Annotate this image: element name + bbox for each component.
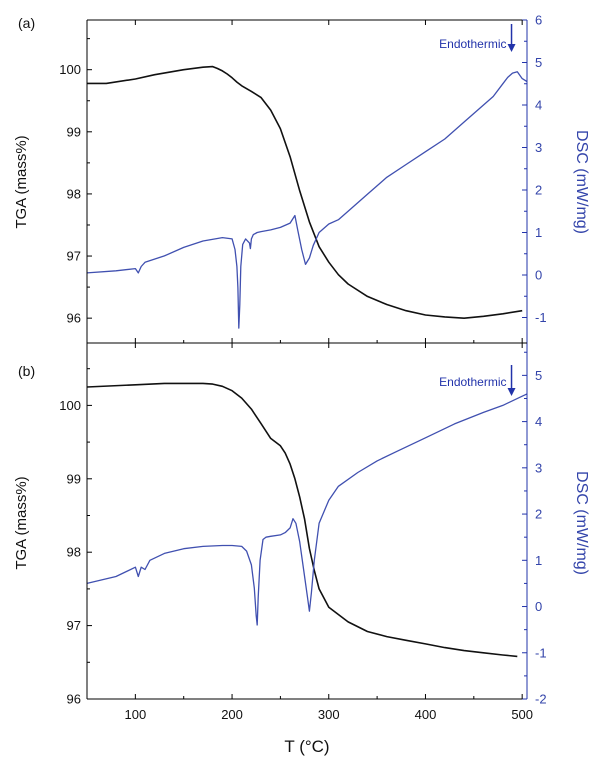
panel-a-ylabel-right: DSC (mW/mg) bbox=[573, 130, 590, 234]
panel-a-right-tick-label: -1 bbox=[535, 310, 547, 325]
panel-b-right-tick-label: 3 bbox=[535, 460, 542, 475]
panel-b-right-tick-label: -1 bbox=[535, 645, 547, 660]
x-tick-label: 500 bbox=[511, 707, 533, 722]
panel-b-right-tick-label: 1 bbox=[535, 553, 542, 568]
panel-a-dsc-curve bbox=[86, 71, 528, 329]
panel-a-right-tick-label: 2 bbox=[535, 183, 542, 198]
panel-b-left-tick-label: 97 bbox=[67, 618, 81, 633]
x-tick-label: 400 bbox=[415, 707, 437, 722]
x-axis: 100 200 300 400 500 bbox=[125, 707, 534, 722]
panel-b-endothermic-annotation: Endothermic bbox=[439, 375, 506, 389]
panel-a-left-tick-label: 98 bbox=[67, 186, 81, 201]
panel-b-ylabel-right: DSC (mW/mg) bbox=[573, 471, 590, 575]
panel-a-left-tick-label: 99 bbox=[67, 124, 81, 139]
panel-b-right-tick-label: -2 bbox=[535, 692, 547, 707]
panel-a-right-tick-label: 0 bbox=[535, 268, 542, 283]
panel-b-dsc-curve bbox=[86, 393, 528, 626]
panel-b-left-tick-label: 100 bbox=[59, 398, 81, 413]
panel-b-left-tick-label: 96 bbox=[67, 692, 81, 707]
x-tick-label: 300 bbox=[318, 707, 340, 722]
panel-a: 96 97 98 99 100 -1 0 1 2 3 4 5 6 (a) TGA (mass%) DSC… bbox=[13, 13, 590, 344]
panel-b-series bbox=[86, 382, 528, 658]
panel-b: 96 97 98 99 100 -2 -1 0 1 2 3 4 5 (b) TGA (mass%) DS… bbox=[13, 342, 590, 707]
panel-b-right-tick-label: 0 bbox=[535, 599, 542, 614]
panel-a-left-tick-label: 96 bbox=[67, 311, 81, 326]
x-axis-label: T (°C) bbox=[284, 737, 329, 756]
panel-a-plot-area bbox=[87, 20, 527, 343]
panel-b-axes: 96 97 98 99 100 -2 -1 0 1 2 3 4 5 bbox=[59, 342, 547, 707]
panel-a-endothermic-annotation: Endothermic bbox=[439, 37, 506, 51]
panel-b-left-tick-label: 98 bbox=[67, 545, 81, 560]
panel-a-tga-curve bbox=[87, 65, 523, 319]
panel-b-right-tick-label: 4 bbox=[535, 414, 542, 429]
panel-a-label: (a) bbox=[18, 15, 35, 31]
panel-a-left-tick-label: 100 bbox=[59, 62, 81, 77]
panel-a-ylabel-left: TGA (mass%) bbox=[13, 135, 30, 228]
panel-a-axes: 96 97 98 99 100 -1 0 1 2 3 4 5 6 bbox=[59, 13, 547, 344]
panel-a-right-tick-label: 4 bbox=[535, 98, 542, 113]
panel-b-arrow-head bbox=[507, 388, 516, 396]
panel-a-right-tick-label: 3 bbox=[535, 140, 542, 155]
panel-b-left-tick-label: 99 bbox=[67, 471, 81, 486]
panel-b-tga-curve bbox=[86, 382, 518, 658]
panel-a-right-tick-label: 5 bbox=[535, 55, 542, 70]
panel-b-endothermic-arrow-icon bbox=[507, 365, 516, 396]
panel-b-right-tick-label: 2 bbox=[535, 507, 542, 522]
panel-b-right-tick-label: 5 bbox=[535, 368, 542, 383]
panel-a-left-tick-label: 97 bbox=[67, 249, 81, 264]
panel-a-right-tick-label: 6 bbox=[535, 13, 542, 28]
panel-b-label: (b) bbox=[18, 363, 35, 379]
panel-a-right-tick-label: 1 bbox=[535, 225, 542, 240]
panel-a-endothermic-arrow-icon bbox=[507, 24, 516, 52]
x-tick-label: 200 bbox=[221, 707, 243, 722]
panel-b-ylabel-left: TGA (mass%) bbox=[13, 476, 30, 569]
panel-a-series bbox=[86, 65, 528, 329]
panel-a-arrow-head bbox=[507, 44, 516, 52]
panel-b-plot-area bbox=[87, 343, 527, 699]
x-tick-label: 100 bbox=[125, 707, 147, 722]
